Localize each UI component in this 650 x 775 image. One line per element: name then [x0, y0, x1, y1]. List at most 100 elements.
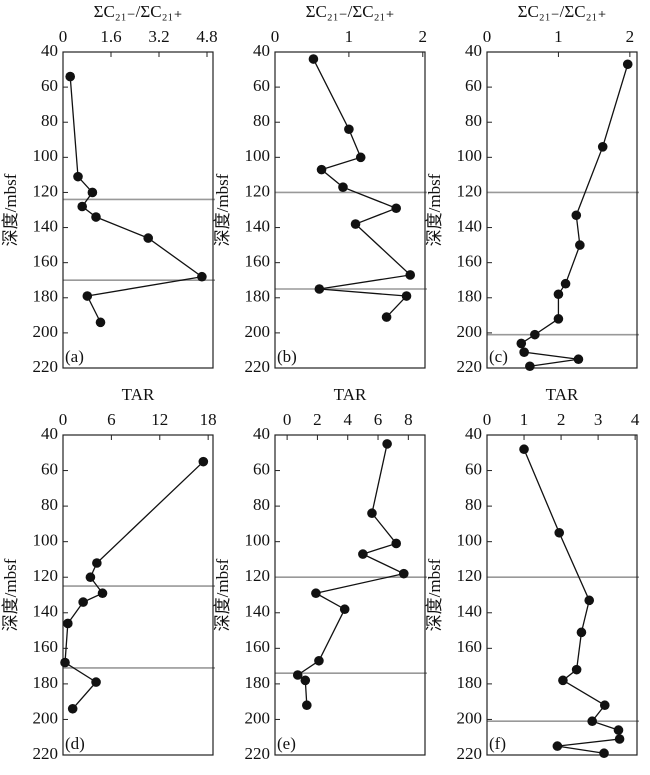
data-point [614, 734, 625, 744]
panel-label: (a) [65, 347, 84, 366]
x-tick-label: 8 [404, 410, 413, 429]
data-point [554, 527, 565, 538]
plot-frame [486, 51, 638, 369]
data-point [613, 725, 624, 735]
y-tick-label: 80 [465, 111, 482, 130]
data-point [575, 240, 585, 250]
y-tick-label: 220 [245, 744, 271, 763]
data-point [350, 219, 361, 229]
data-point [355, 152, 366, 163]
x-tick-label: 3 [594, 410, 603, 429]
y-tick-label: 120 [245, 181, 271, 200]
panel: TAR 深度/mbsf 0 6 12 18 40 60 80 100 120 140 160 180 200… [1, 385, 217, 763]
data-line [296, 443, 406, 706]
x-tick-label: 0 [271, 27, 280, 46]
data-point [358, 549, 368, 559]
x-tick-label: 6 [107, 410, 116, 429]
y-tick-label: 140 [245, 602, 271, 621]
data-point [530, 329, 540, 340]
data-point [516, 338, 527, 349]
data-point [573, 354, 584, 365]
y-tick-label: 200 [33, 708, 59, 727]
y-tick-label: 200 [245, 708, 271, 727]
panel-label: (f) [489, 734, 506, 753]
y-tick-label: 60 [465, 459, 482, 478]
data-line [64, 461, 204, 710]
y-tick-label: 200 [245, 322, 271, 341]
y-tick-label: 60 [253, 459, 270, 478]
y-tick-label: 120 [33, 566, 59, 585]
y-tick-label: 140 [245, 216, 271, 235]
y-tick-label: 140 [33, 602, 59, 621]
x-tick-label: 0 [483, 410, 492, 429]
panel: TAR 深度/mbsf 0 2 4 6 8 40 60 80 100 120 140 160 180 200 2… [213, 385, 427, 763]
data-point [344, 124, 354, 135]
data-point [382, 439, 392, 449]
y-tick-label: 40 [41, 424, 58, 443]
data-point [67, 703, 78, 714]
y-tick-label: 60 [465, 76, 482, 95]
data-point [560, 278, 571, 289]
x-tick-label: 12 [151, 410, 168, 429]
y-tick-label: 140 [457, 602, 483, 621]
x-tick-label: 0 [59, 27, 68, 46]
x-tick-label: 0 [483, 27, 492, 46]
data-point [91, 212, 101, 222]
plot-frame [62, 51, 214, 369]
data-point [339, 604, 350, 615]
data-point [381, 312, 392, 322]
data-point [367, 508, 377, 519]
x-tick-label: 1 [345, 27, 354, 46]
y-tick-label: 60 [41, 459, 58, 478]
x-tick-label: 4.8 [196, 27, 217, 46]
y-axis-label: 深度/mbsf [1, 558, 20, 631]
data-point [553, 289, 564, 300]
data-point [292, 670, 303, 680]
x-tick-label: 6 [374, 410, 383, 429]
y-tick-label: 80 [253, 111, 270, 130]
y-tick-label: 220 [457, 357, 483, 376]
y-axis-label: 深度/mbsf [425, 173, 444, 246]
plot-frame [274, 51, 426, 369]
y-tick-label: 220 [457, 744, 483, 763]
y-tick-label: 200 [457, 322, 483, 341]
x-tick-label: 4 [343, 410, 352, 429]
y-tick-label: 160 [457, 252, 483, 271]
y-tick-label: 100 [457, 146, 483, 165]
x-axis-label: TAR [334, 385, 367, 404]
data-point [60, 657, 70, 668]
y-tick-label: 80 [465, 495, 482, 514]
x-tick-label: 2 [313, 410, 322, 429]
data-point [314, 655, 324, 666]
x-tick-label: 1 [520, 410, 529, 429]
data-point [197, 271, 207, 282]
data-point [401, 291, 412, 301]
y-axis-label: 深度/mbsf [213, 558, 232, 631]
y-tick-label: 60 [253, 76, 270, 95]
data-point [584, 595, 595, 606]
data-point [63, 618, 73, 629]
data-point [553, 314, 564, 324]
data-point [311, 588, 321, 599]
x-axis-label: ΣC₂₁₋/ΣC₂₁₊ [518, 2, 607, 21]
data-point [302, 700, 312, 711]
data-point [82, 291, 93, 301]
data-point [597, 142, 608, 152]
y-tick-label: 160 [33, 252, 59, 271]
y-tick-label: 100 [245, 531, 271, 550]
y-tick-label: 80 [41, 111, 58, 130]
data-point [300, 675, 311, 686]
x-tick-label: 0 [283, 410, 292, 429]
data-point [622, 59, 633, 70]
y-tick-label: 180 [457, 673, 483, 692]
data-point [599, 700, 610, 711]
y-axis-label: 深度/mbsf [425, 558, 444, 631]
y-tick-label: 160 [457, 637, 483, 656]
y-tick-label: 40 [465, 41, 482, 60]
data-point [314, 284, 325, 294]
plot-frame [62, 434, 214, 756]
data-point [65, 71, 75, 82]
data-point [599, 748, 609, 759]
y-tick-label: 100 [245, 146, 271, 165]
data-point [558, 675, 568, 686]
